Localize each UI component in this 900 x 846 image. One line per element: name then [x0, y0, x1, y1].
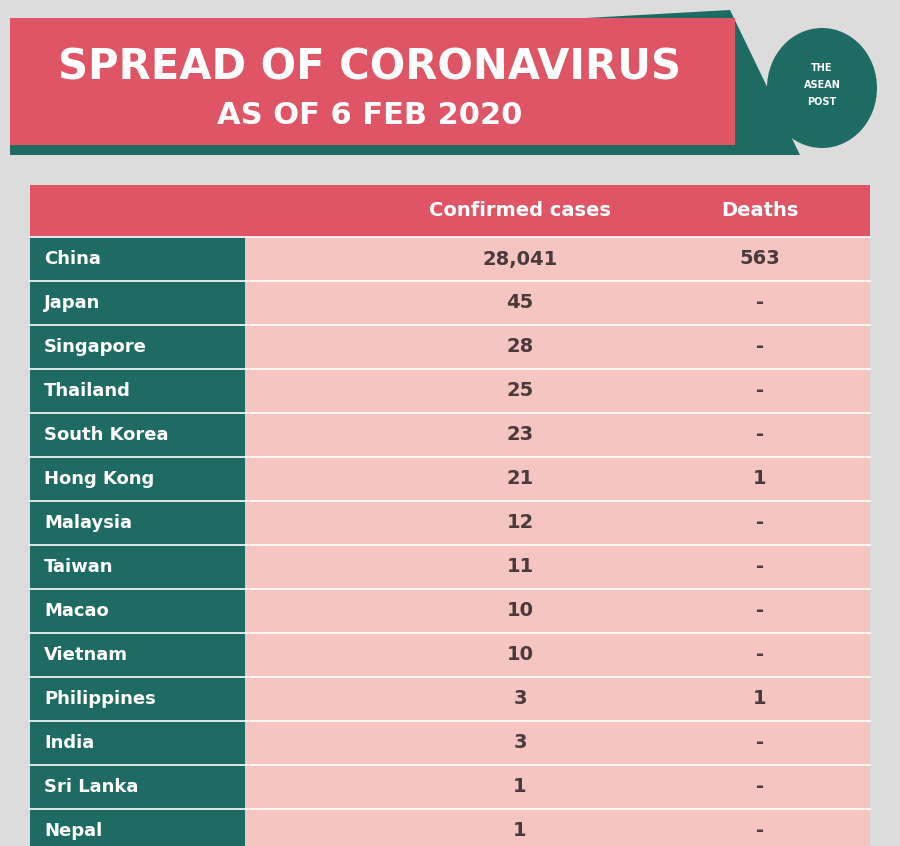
- Text: 45: 45: [507, 294, 534, 312]
- Text: 23: 23: [507, 426, 534, 444]
- FancyBboxPatch shape: [30, 237, 245, 281]
- Text: 12: 12: [507, 514, 534, 532]
- Text: India: India: [44, 734, 94, 752]
- Text: 10: 10: [507, 602, 534, 620]
- Text: 1: 1: [513, 777, 526, 796]
- Text: -: -: [756, 733, 764, 752]
- FancyBboxPatch shape: [30, 369, 245, 413]
- Text: 25: 25: [507, 382, 534, 400]
- FancyBboxPatch shape: [30, 765, 245, 809]
- Ellipse shape: [767, 28, 877, 148]
- Text: 28: 28: [507, 338, 534, 356]
- FancyBboxPatch shape: [245, 809, 870, 846]
- FancyBboxPatch shape: [245, 237, 870, 281]
- Text: Singapore: Singapore: [44, 338, 147, 356]
- FancyBboxPatch shape: [245, 369, 870, 413]
- Text: -: -: [756, 777, 764, 796]
- Polygon shape: [10, 18, 735, 145]
- Text: 28,041: 28,041: [482, 250, 558, 268]
- FancyBboxPatch shape: [245, 721, 870, 765]
- FancyBboxPatch shape: [30, 677, 245, 721]
- Text: 563: 563: [740, 250, 780, 268]
- Text: 3: 3: [513, 689, 526, 708]
- Text: -: -: [756, 645, 764, 664]
- FancyBboxPatch shape: [30, 457, 245, 501]
- Text: Vietnam: Vietnam: [44, 646, 128, 664]
- Text: SPREAD OF CORONAVIRUS: SPREAD OF CORONAVIRUS: [58, 47, 681, 89]
- FancyBboxPatch shape: [245, 501, 870, 545]
- Text: -: -: [756, 294, 764, 312]
- Text: 1: 1: [513, 821, 526, 840]
- Text: Taiwan: Taiwan: [44, 558, 113, 576]
- FancyBboxPatch shape: [30, 281, 245, 325]
- FancyBboxPatch shape: [245, 765, 870, 809]
- FancyBboxPatch shape: [245, 589, 870, 633]
- Text: Japan: Japan: [44, 294, 101, 312]
- FancyBboxPatch shape: [30, 633, 245, 677]
- FancyBboxPatch shape: [30, 501, 245, 545]
- FancyBboxPatch shape: [245, 325, 870, 369]
- FancyBboxPatch shape: [30, 721, 245, 765]
- Text: 1: 1: [753, 470, 767, 488]
- FancyBboxPatch shape: [30, 325, 245, 369]
- Text: Nepal: Nepal: [44, 822, 103, 840]
- Text: Thailand: Thailand: [44, 382, 130, 400]
- Text: -: -: [756, 382, 764, 400]
- FancyBboxPatch shape: [30, 185, 870, 237]
- Text: South Korea: South Korea: [44, 426, 168, 444]
- Text: Confirmed cases: Confirmed cases: [429, 201, 611, 221]
- FancyBboxPatch shape: [30, 589, 245, 633]
- Text: 3: 3: [513, 733, 526, 752]
- FancyBboxPatch shape: [30, 545, 245, 589]
- FancyBboxPatch shape: [30, 413, 245, 457]
- Polygon shape: [10, 10, 800, 155]
- Text: 1: 1: [753, 689, 767, 708]
- Text: -: -: [756, 602, 764, 620]
- Text: -: -: [756, 558, 764, 576]
- FancyBboxPatch shape: [245, 457, 870, 501]
- FancyBboxPatch shape: [245, 545, 870, 589]
- Text: -: -: [756, 426, 764, 444]
- Text: -: -: [756, 338, 764, 356]
- Text: Philippines: Philippines: [44, 690, 156, 708]
- Text: -: -: [756, 821, 764, 840]
- FancyBboxPatch shape: [30, 809, 245, 846]
- Text: Deaths: Deaths: [721, 201, 798, 221]
- Text: Macao: Macao: [44, 602, 109, 620]
- Text: ASEAN: ASEAN: [804, 80, 841, 90]
- Text: AS OF 6 FEB 2020: AS OF 6 FEB 2020: [217, 101, 523, 129]
- Text: 21: 21: [507, 470, 534, 488]
- Text: Hong Kong: Hong Kong: [44, 470, 154, 488]
- FancyBboxPatch shape: [245, 281, 870, 325]
- Text: 10: 10: [507, 645, 534, 664]
- FancyBboxPatch shape: [245, 633, 870, 677]
- Text: Malaysia: Malaysia: [44, 514, 132, 532]
- FancyBboxPatch shape: [245, 677, 870, 721]
- FancyBboxPatch shape: [245, 413, 870, 457]
- Text: 11: 11: [507, 558, 534, 576]
- Text: THE: THE: [811, 63, 832, 73]
- Text: POST: POST: [807, 97, 837, 107]
- Text: China: China: [44, 250, 101, 268]
- Text: -: -: [756, 514, 764, 532]
- Text: Sri Lanka: Sri Lanka: [44, 778, 139, 796]
